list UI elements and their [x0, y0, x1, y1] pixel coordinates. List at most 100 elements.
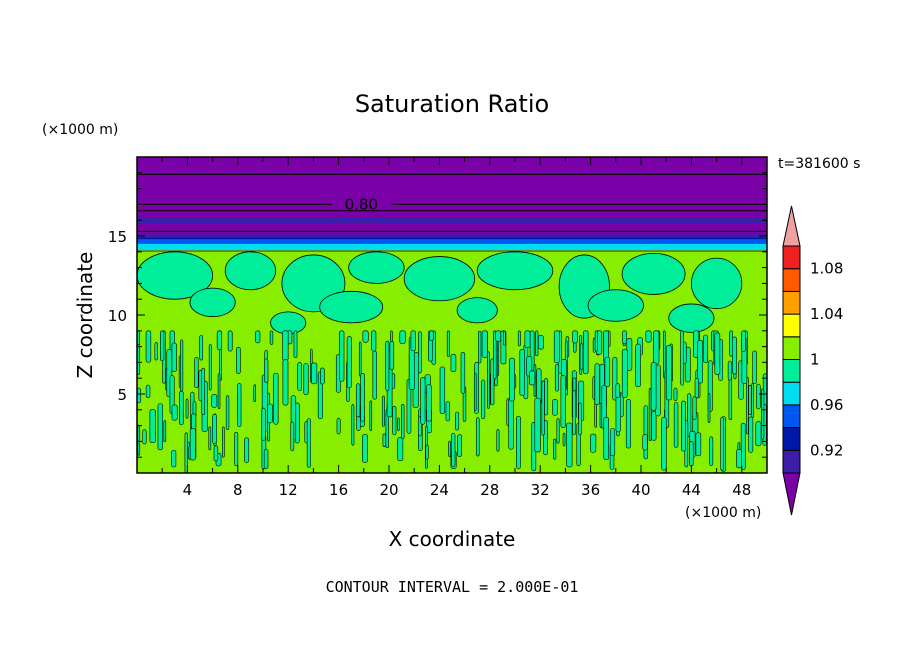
contour-streak — [604, 356, 611, 387]
contour-streak — [255, 330, 261, 344]
contour-streak — [180, 339, 184, 392]
x-tick-label: 36 — [581, 481, 600, 499]
contour-patch — [270, 311, 307, 335]
colorbar-label: 1.08 — [810, 260, 843, 278]
colorbar-swatch — [782, 245, 801, 270]
contour-streak — [579, 343, 584, 370]
contour-streak — [663, 330, 666, 379]
contour-streak — [537, 335, 544, 350]
contour-streak — [473, 372, 477, 411]
contour-patch — [587, 289, 644, 322]
contour-streak — [269, 330, 274, 345]
contour-patch — [690, 257, 743, 310]
contour-patch — [621, 252, 686, 295]
contour-streak — [216, 330, 223, 351]
x-tick-label: 48 — [732, 481, 751, 499]
contour-streak — [594, 330, 599, 352]
contour-streak — [732, 336, 737, 375]
x-axis-ticks: 4 8 12 16 20 24 28 32 36 40 44 48 — [161, 157, 768, 499]
x-tick-label: 12 — [279, 481, 298, 499]
contour-streak — [382, 433, 386, 448]
y-tick-label: 10 — [108, 307, 127, 325]
contour-streak — [369, 400, 373, 431]
contour-streak — [752, 350, 757, 385]
contour-streak — [622, 330, 627, 345]
contour-streak — [556, 418, 560, 444]
contour-streak — [648, 387, 652, 442]
contour-streak — [553, 330, 560, 364]
contour-patch — [348, 251, 405, 284]
contour-streak — [213, 445, 219, 462]
contour-streak — [661, 416, 667, 471]
contour-streak — [727, 360, 732, 381]
contour-streak — [358, 341, 362, 377]
contour-patch — [456, 297, 498, 324]
contour-streak — [410, 330, 416, 352]
contour-streak — [509, 357, 515, 402]
contour-streak — [572, 390, 576, 435]
contour-streak — [264, 358, 269, 383]
contour-streak — [222, 426, 225, 458]
contour-streak — [450, 353, 457, 373]
colorbar-swatch — [782, 381, 801, 406]
contour-streak — [236, 346, 241, 375]
contour-streak — [609, 428, 616, 457]
y-unit-label: (×1000 m) — [42, 122, 118, 138]
contour-streak — [572, 330, 578, 344]
colorbar-swatch — [782, 449, 801, 474]
contour-patch — [668, 303, 715, 333]
contour-streak — [582, 330, 589, 375]
contour-streak — [446, 330, 450, 357]
contour-streak — [189, 428, 196, 461]
contour-streak — [429, 330, 434, 342]
contour-streak — [273, 372, 279, 425]
contour-streak — [225, 395, 230, 430]
contour-streak — [692, 396, 697, 420]
contour-streak — [157, 403, 163, 451]
contour-streak — [736, 448, 742, 469]
contour-streak — [171, 404, 178, 421]
contour-streak — [681, 400, 686, 452]
contour-streak — [572, 377, 577, 392]
contour-streak — [397, 417, 400, 432]
contour-streak — [709, 436, 714, 466]
transition-band — [137, 239, 767, 248]
contour-streak — [142, 429, 147, 445]
contour-streak — [741, 330, 746, 352]
contour-streak — [303, 363, 309, 396]
contour-streak — [145, 330, 152, 363]
contour-streak — [516, 415, 521, 469]
contour-streak — [137, 424, 141, 456]
contour-streak — [362, 434, 368, 463]
contour-streak — [524, 330, 531, 348]
contour-streak — [451, 433, 456, 467]
contour-patch — [224, 251, 276, 291]
colorbar-swatch — [782, 336, 801, 360]
contour-streak — [336, 417, 341, 435]
contour-streak — [320, 367, 325, 385]
contour-streak — [208, 426, 212, 451]
x-tick-label: 8 — [233, 481, 243, 499]
contour-streak — [689, 441, 694, 467]
colorbar-swatch — [782, 359, 801, 383]
contour-streak — [439, 366, 446, 414]
contour-streak — [728, 375, 733, 421]
contour-streak — [720, 417, 724, 471]
contour-streak — [645, 330, 652, 343]
colorbar-swatch — [782, 268, 801, 292]
colorbar-label: 0.92 — [810, 441, 843, 459]
contour-streak — [425, 444, 429, 460]
contour-streak — [362, 330, 369, 343]
contour-lines: 0.80 — [137, 173, 767, 252]
contour-streak — [149, 409, 156, 443]
chart-title: Saturation Ratio — [355, 90, 549, 118]
contour-streak — [145, 384, 151, 399]
contour-streak — [740, 422, 746, 470]
dry-band — [137, 217, 767, 224]
contour-streak — [665, 345, 673, 401]
contour-streak — [673, 402, 679, 448]
contour-streak — [460, 352, 466, 394]
contour-streak — [495, 330, 502, 342]
contour-streak — [282, 359, 289, 406]
